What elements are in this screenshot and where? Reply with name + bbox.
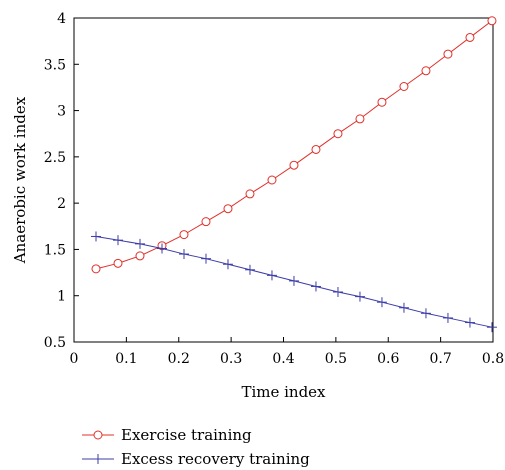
data-point [112, 235, 123, 246]
y-tick-label: 1.5 [44, 242, 66, 258]
legend-label: Excess recovery training [121, 450, 310, 468]
x-tick-label: 0 [70, 351, 79, 367]
data-point [399, 82, 409, 92]
x-tick-label: 0.4 [272, 351, 294, 367]
y-axis-label: Anaerobic work index [11, 96, 29, 264]
axis-ticks: 0 0.1 0.2 0.3 0.4 0.5 0.6 0.7 0.8 0.5 1 1.5 2 2.5 3 3.5… [44, 11, 504, 367]
data-point [113, 258, 123, 268]
data-point [156, 243, 167, 254]
data-point [179, 230, 189, 240]
data-point [332, 287, 343, 298]
data-point [222, 259, 233, 270]
data-point [442, 312, 453, 323]
data-point [464, 317, 475, 328]
x-tick-label: 0.2 [168, 351, 190, 367]
data-point [244, 264, 255, 275]
data-point [135, 251, 145, 261]
data-point [134, 238, 145, 249]
data-point [311, 144, 321, 154]
series-layer [90, 16, 497, 333]
data-point [178, 249, 189, 260]
y-tick-label: 0.5 [44, 335, 66, 351]
x-tick-label: 0.1 [115, 351, 137, 367]
data-point [288, 275, 299, 286]
data-point [465, 32, 475, 42]
data-point [266, 270, 277, 281]
y-tick-label: 3 [57, 104, 66, 120]
data-point [376, 297, 387, 308]
data-point [289, 160, 299, 170]
data-point [245, 189, 255, 199]
data-point [200, 253, 211, 264]
plot-frame [73, 17, 494, 343]
data-point [354, 291, 365, 302]
y-tick-label: 4 [57, 11, 66, 27]
y-tick-label: 2 [57, 196, 66, 212]
x-tick-label: 0.5 [325, 351, 347, 367]
data-point [487, 16, 497, 26]
legend: Exercise training Excess recovery trainin… [82, 426, 310, 468]
x-tick-label: 0.3 [220, 351, 242, 367]
legend-item: Excess recovery training [82, 450, 310, 468]
legend-label: Exercise training [121, 426, 252, 444]
data-point [486, 322, 497, 333]
x-tick-label: 0.6 [377, 351, 399, 367]
series-line [95, 20, 493, 270]
data-point [201, 217, 211, 227]
data-point [421, 66, 431, 76]
y-tick-label: 3.5 [44, 57, 66, 73]
data-point [310, 281, 321, 292]
data-point [443, 49, 453, 59]
y-tick-label: 1 [57, 289, 66, 305]
data-point [267, 175, 277, 185]
data-point [377, 97, 387, 107]
data-point [355, 114, 365, 124]
data-point [223, 204, 233, 214]
data-point [90, 231, 101, 242]
data-point [91, 264, 101, 274]
data-point [420, 308, 431, 319]
legend-item: Exercise training [82, 426, 252, 444]
series-1 [90, 231, 497, 333]
series-0 [91, 16, 497, 274]
y-tick-label: 2.5 [44, 150, 66, 166]
data-point [333, 129, 343, 139]
data-point [398, 302, 409, 313]
x-tick-label: 0.7 [429, 351, 451, 367]
x-tick-label: 0.8 [482, 351, 504, 367]
legend-marker [93, 454, 103, 464]
x-axis-label: Time index [241, 383, 326, 401]
legend-marker [93, 430, 103, 440]
